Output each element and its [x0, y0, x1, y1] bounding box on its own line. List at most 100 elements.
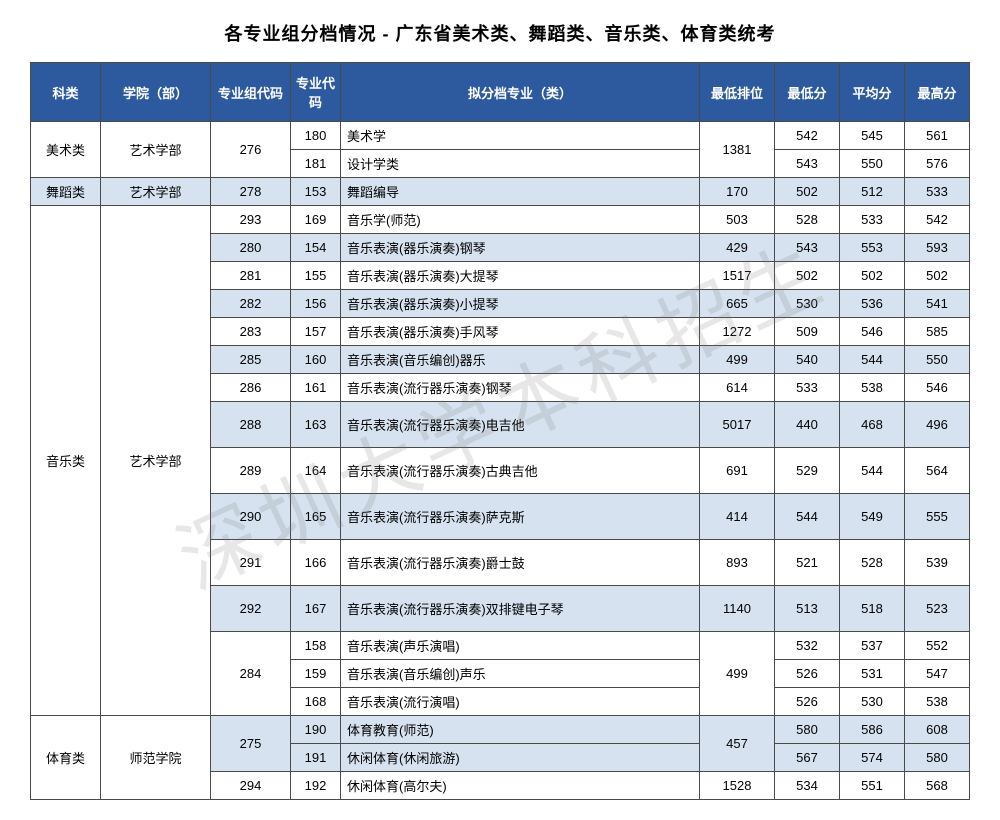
cell: 音乐表演(音乐编创)器乐	[341, 346, 700, 374]
cell: 546	[905, 374, 970, 402]
table-header-row: 科类学院（部）专业组代码专业代码拟分档专业（类）最低排位最低分平均分最高分	[31, 63, 970, 122]
cell: 音乐表演(音乐编创)声乐	[341, 660, 700, 688]
cell: 153	[291, 178, 341, 206]
col-header: 最低排位	[700, 63, 775, 122]
table-row: 舞蹈类艺术学部278153舞蹈编导170502512533	[31, 178, 970, 206]
cell: 美术类	[31, 122, 101, 178]
cell: 568	[905, 772, 970, 800]
score-table: 科类学院（部）专业组代码专业代码拟分档专业（类）最低排位最低分平均分最高分 美术…	[30, 62, 970, 800]
cell: 190	[291, 716, 341, 744]
cell: 168	[291, 688, 341, 716]
cell: 休闲体育(休闲旅游)	[341, 744, 700, 772]
cell: 292	[211, 586, 291, 632]
cell: 518	[840, 586, 905, 632]
cell: 154	[291, 234, 341, 262]
cell: 180	[291, 122, 341, 150]
cell: 457	[700, 716, 775, 772]
cell: 555	[905, 494, 970, 540]
cell: 音乐类	[31, 206, 101, 716]
cell: 291	[211, 540, 291, 586]
cell: 513	[775, 586, 840, 632]
cell: 547	[905, 660, 970, 688]
cell: 体育教育(师范)	[341, 716, 700, 744]
cell: 音乐表演(流行器乐演奏)电吉他	[341, 402, 700, 448]
cell: 164	[291, 448, 341, 494]
cell: 音乐表演(器乐演奏)钢琴	[341, 234, 700, 262]
cell: 音乐表演(流行器乐演奏)爵士鼓	[341, 540, 700, 586]
cell: 280	[211, 234, 291, 262]
cell: 496	[905, 402, 970, 448]
cell: 538	[905, 688, 970, 716]
cell: 5017	[700, 402, 775, 448]
cell: 502	[905, 262, 970, 290]
cell: 533	[840, 206, 905, 234]
cell: 545	[840, 122, 905, 150]
cell: 551	[840, 772, 905, 800]
cell: 体育类	[31, 716, 101, 800]
cell: 166	[291, 540, 341, 586]
cell: 532	[775, 632, 840, 660]
col-header: 学院（部）	[101, 63, 211, 122]
cell: 526	[775, 688, 840, 716]
cell: 512	[840, 178, 905, 206]
cell: 499	[700, 346, 775, 374]
cell: 531	[840, 660, 905, 688]
cell: 539	[905, 540, 970, 586]
cell: 526	[775, 660, 840, 688]
cell: 468	[840, 402, 905, 448]
col-header: 平均分	[840, 63, 905, 122]
table-row: 音乐类艺术学部293169音乐学(师范)503528533542	[31, 206, 970, 234]
cell: 502	[775, 178, 840, 206]
cell: 293	[211, 206, 291, 234]
cell: 549	[840, 494, 905, 540]
table-row: 美术类艺术学部276180美术学1381542545561	[31, 122, 970, 150]
cell: 161	[291, 374, 341, 402]
cell: 163	[291, 402, 341, 448]
cell: 158	[291, 632, 341, 660]
cell: 893	[700, 540, 775, 586]
cell: 546	[840, 318, 905, 346]
cell: 502	[840, 262, 905, 290]
cell: 舞蹈类	[31, 178, 101, 206]
cell: 534	[775, 772, 840, 800]
cell: 553	[840, 234, 905, 262]
cell: 580	[905, 744, 970, 772]
cell: 536	[840, 290, 905, 318]
cell: 529	[775, 448, 840, 494]
cell: 1140	[700, 586, 775, 632]
cell: 429	[700, 234, 775, 262]
cell: 521	[775, 540, 840, 586]
cell: 544	[840, 448, 905, 494]
cell: 音乐表演(器乐演奏)大提琴	[341, 262, 700, 290]
cell: 503	[700, 206, 775, 234]
cell: 170	[700, 178, 775, 206]
cell: 533	[775, 374, 840, 402]
cell: 师范学院	[101, 716, 211, 800]
cell: 550	[840, 150, 905, 178]
cell: 567	[775, 744, 840, 772]
cell: 159	[291, 660, 341, 688]
cell: 休闲体育(高尔夫)	[341, 772, 700, 800]
cell: 528	[840, 540, 905, 586]
cell: 181	[291, 150, 341, 178]
cell: 1381	[700, 122, 775, 178]
cell: 舞蹈编导	[341, 178, 700, 206]
cell: 282	[211, 290, 291, 318]
cell: 1272	[700, 318, 775, 346]
col-header: 科类	[31, 63, 101, 122]
cell: 574	[840, 744, 905, 772]
table-row: 体育类师范学院275190体育教育(师范)457580586608	[31, 716, 970, 744]
cell: 543	[775, 234, 840, 262]
cell: 音乐表演(流行器乐演奏)钢琴	[341, 374, 700, 402]
cell: 499	[700, 632, 775, 716]
cell: 289	[211, 448, 291, 494]
col-header: 专业组代码	[211, 63, 291, 122]
cell: 音乐表演(流行器乐演奏)古典吉他	[341, 448, 700, 494]
cell: 281	[211, 262, 291, 290]
cell: 1528	[700, 772, 775, 800]
cell: 284	[211, 632, 291, 716]
cell: 160	[291, 346, 341, 374]
col-header: 最高分	[905, 63, 970, 122]
cell: 音乐表演(流行器乐演奏)萨克斯	[341, 494, 700, 540]
cell: 550	[905, 346, 970, 374]
